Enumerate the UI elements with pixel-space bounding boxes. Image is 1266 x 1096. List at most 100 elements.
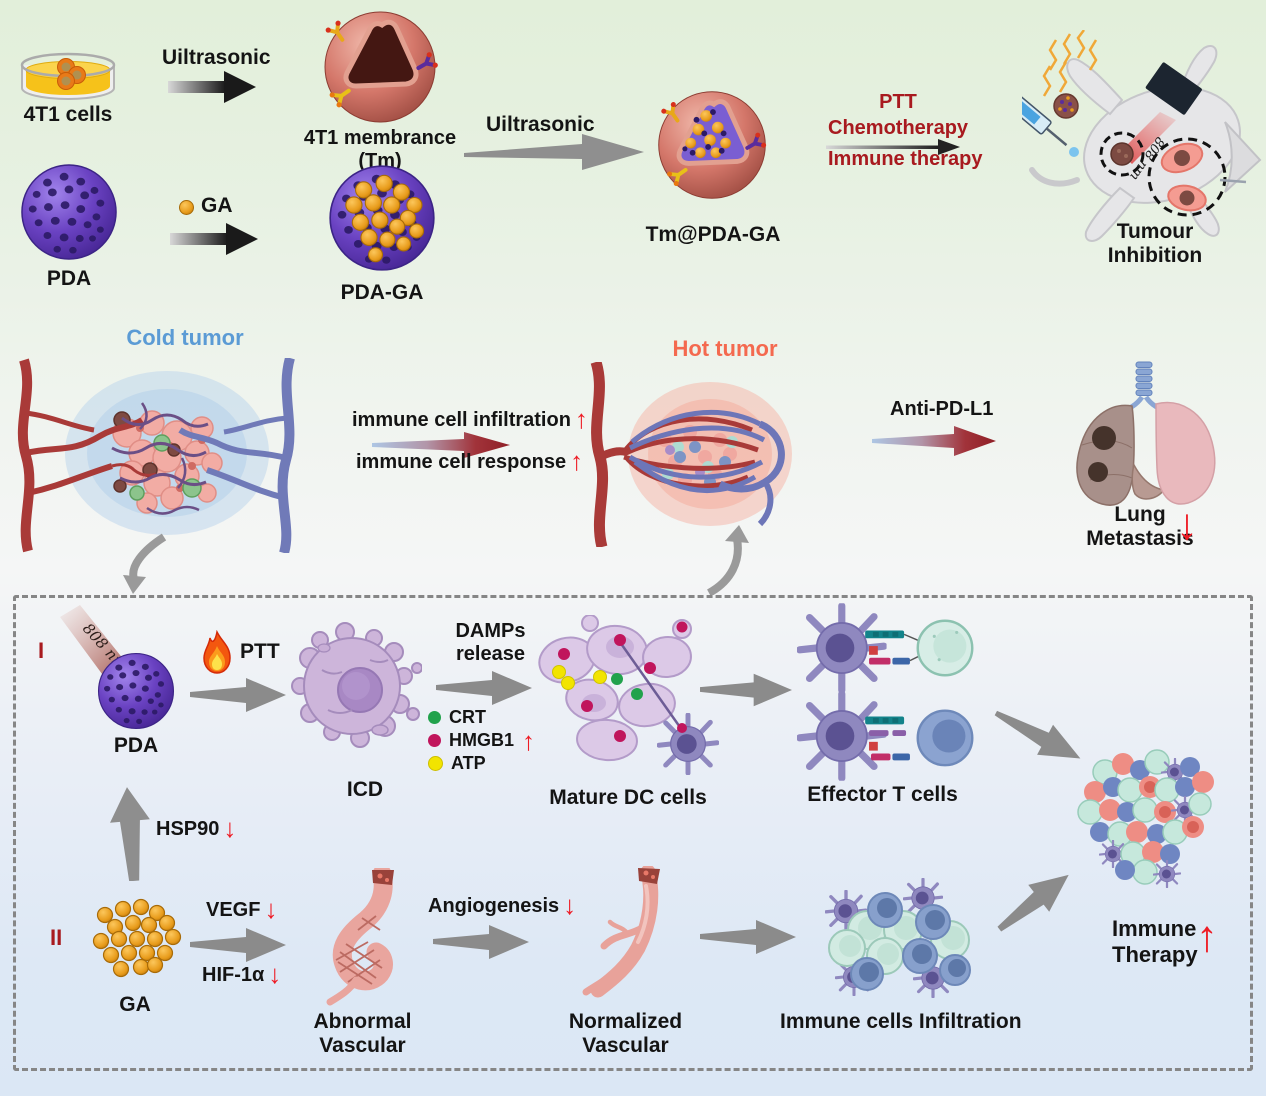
metastasis-spot	[1092, 426, 1116, 450]
crt-dot-icon	[428, 711, 441, 724]
ultrasonic-label-1: Uiltrasonic	[162, 46, 271, 69]
healthy-lung-lobe	[1155, 402, 1216, 505]
tm-pda-ga-sphere	[658, 91, 767, 199]
droplet-icon	[1069, 147, 1079, 157]
capillaries	[111, 402, 209, 515]
pda-sphere-panel	[97, 652, 175, 730]
receptor-bars	[865, 630, 921, 665]
damp-dots	[552, 621, 688, 742]
lung-label-1: Lung	[1114, 503, 1166, 526]
antibody-icon	[329, 88, 351, 108]
big-arrow-right-icon	[464, 134, 644, 170]
therapy-line-1: PTT	[879, 91, 917, 113]
legend-item-crt: CRT	[428, 706, 535, 729]
ultrasonic-label-2: Uiltrasonic	[486, 113, 595, 136]
cold-tumor-label: Cold tumor	[126, 325, 244, 350]
membrane-label-1: 4T1 membrance	[303, 127, 457, 149]
flame-icon	[203, 630, 231, 674]
mouse-illustration: 808 nm	[1022, 30, 1262, 242]
damps-label-2: release	[456, 643, 525, 665]
arrow-right-icon	[170, 223, 258, 255]
pda-ga-label: PDA-GA	[340, 281, 424, 304]
vessel-opening	[372, 870, 394, 885]
inhibition-label-2: Inhibition	[1107, 244, 1203, 267]
gray-arrow-right-icon	[190, 678, 286, 712]
mature-dc-label: Mature DC cells	[549, 786, 707, 809]
hmgb1-dot-icon	[428, 734, 441, 747]
dendritic-cell-icon	[659, 715, 717, 773]
icd-label: ICD	[346, 778, 384, 801]
effector-unit-2	[797, 690, 974, 782]
ga-cluster	[92, 898, 182, 978]
gray-arrow-up-icon	[110, 787, 150, 881]
immune-therapy-label-1: Immune	[1112, 916, 1197, 941]
vascular-net	[335, 915, 383, 985]
hot-tumor-illustration	[590, 362, 792, 547]
metastatic-lung-lobe	[1076, 404, 1135, 506]
inhibition-label-1: Tumour	[1116, 220, 1194, 243]
damps-label-1: DAMPs	[455, 620, 526, 642]
membrane-opening	[343, 19, 419, 89]
mechanism-panel-border	[13, 595, 1253, 1071]
gray-arrow-right-icon	[700, 673, 792, 707]
vessel-opening	[638, 868, 660, 884]
laser-device-icon	[1145, 62, 1202, 115]
tumor-cells-icon	[57, 58, 86, 90]
metastasis-spot	[1088, 462, 1108, 482]
down-arrow-icon: ↓	[223, 813, 237, 843]
gray-arrow-right-icon	[700, 920, 796, 954]
curved-arrow-down-icon	[123, 533, 167, 594]
gradient-arrow-right-icon	[872, 426, 996, 456]
hif-label: HIF-1α ↓	[202, 959, 282, 989]
immune-infiltration-label: Immune cells Infiltration	[780, 1010, 1022, 1033]
up-arrow-icon: ↑	[570, 446, 584, 476]
pda-ga-sphere	[329, 165, 435, 271]
antibody-icon	[416, 52, 438, 70]
immune-cells-cluster	[825, 878, 971, 998]
tumor-target-small	[1099, 131, 1145, 177]
effector-unit-1	[797, 603, 974, 693]
gray-arrow-upright-icon	[997, 874, 1069, 932]
legend-item-atp: ATP	[428, 752, 535, 775]
normalized-label-2: Vascular	[582, 1034, 669, 1057]
effector-label: Effector T cells	[807, 783, 958, 806]
tm-pda-ga-label: Tm@PDA-GA	[645, 223, 781, 246]
pda-sphere	[21, 164, 117, 260]
thin-arrow-right-icon	[826, 139, 960, 155]
ga-dots	[345, 174, 425, 263]
gray-arrow-right-icon	[190, 928, 286, 962]
up-arrow-icon: ↑	[574, 404, 588, 434]
pda-panel-label: PDA	[113, 734, 159, 757]
down-arrow-icon: ↓	[563, 890, 577, 920]
ptt-panel-label: PTT	[240, 640, 280, 663]
lung-label-2: Metastasis	[1086, 527, 1194, 550]
antibody-icon	[667, 167, 688, 187]
blue-vessels	[178, 358, 295, 553]
antibody-icon	[745, 132, 767, 150]
nanoparticle-icon	[1053, 93, 1079, 119]
therapy-line-3: Immune therapy	[828, 148, 983, 170]
lungs-illustration	[1076, 361, 1216, 506]
mouse-tail	[1029, 167, 1080, 187]
mouse-head	[1224, 121, 1262, 193]
hsp90-label: HSP90 ↓	[156, 813, 237, 843]
lung-flap	[1131, 463, 1166, 500]
angiogenesis-label: Angiogenesis ↓	[428, 890, 577, 920]
syringe-icon	[1022, 94, 1068, 147]
down-arrow-icon: ↓	[264, 894, 278, 924]
ga-release-strands	[1042, 30, 1098, 97]
abnormal-vascular-illustration	[326, 868, 394, 1006]
ga-dot-icon	[179, 200, 194, 215]
laser-beam	[1120, 112, 1176, 164]
down-arrow-icon: ↓	[268, 959, 282, 989]
arrow-right-icon	[168, 71, 256, 103]
infiltration-label: immune cell infiltration ↑	[352, 404, 588, 434]
legend-item-hmgb1: HMGB1 ↑	[428, 728, 535, 754]
petri-dish-icon	[20, 52, 116, 100]
cold-tumor-illustration	[17, 358, 295, 553]
gray-arrow-downright-icon	[994, 710, 1081, 759]
dc-projection	[620, 644, 684, 731]
therapy-line-2: Chemotherapy	[828, 117, 969, 139]
abnormal-label-2: Vascular	[319, 1034, 406, 1057]
